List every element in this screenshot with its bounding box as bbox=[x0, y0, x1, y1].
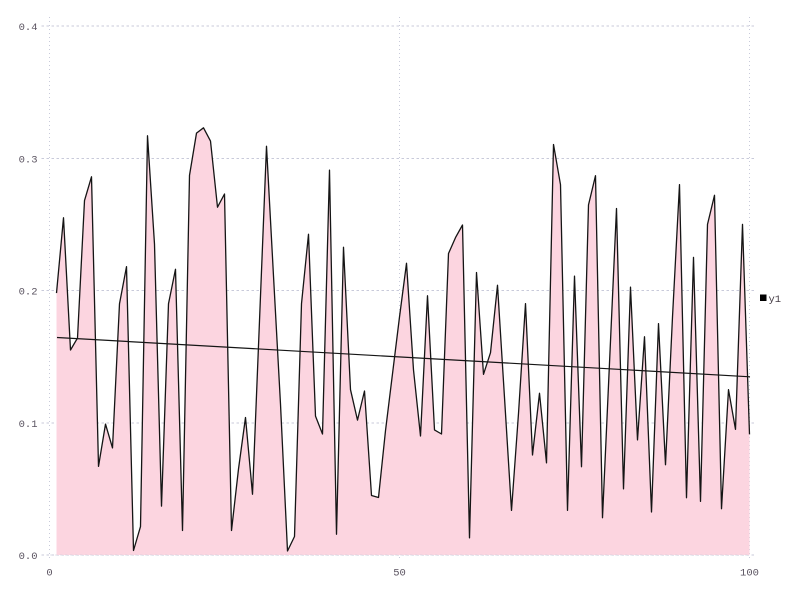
svg-text:0: 0 bbox=[46, 568, 52, 580]
svg-text:50: 50 bbox=[393, 568, 406, 580]
svg-text:y1: y1 bbox=[769, 294, 782, 306]
svg-text:0.0: 0.0 bbox=[19, 551, 38, 563]
svg-text:0.2: 0.2 bbox=[19, 287, 38, 299]
svg-text:100: 100 bbox=[740, 568, 759, 580]
svg-text:0.1: 0.1 bbox=[19, 419, 38, 431]
svg-text:0.3: 0.3 bbox=[19, 154, 38, 166]
svg-text:0.4: 0.4 bbox=[19, 22, 38, 34]
